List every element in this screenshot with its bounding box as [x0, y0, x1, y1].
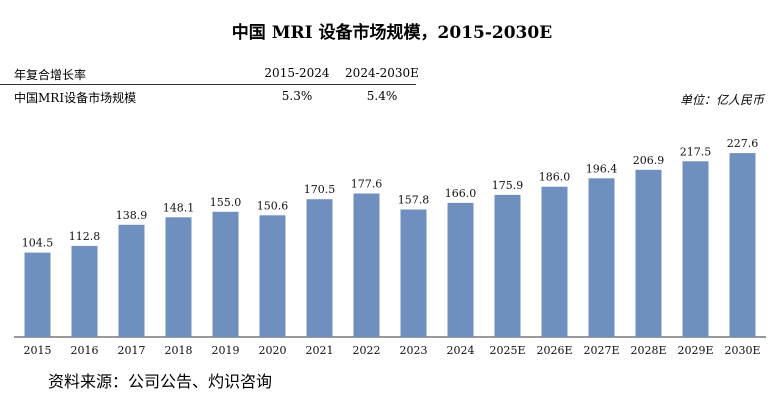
value-label-2018: 148.1 [163, 201, 195, 214]
x-tick-label-2016: 2016 [71, 344, 99, 357]
value-label-2022: 177.6 [351, 178, 383, 191]
x-tick-label-2024: 2024 [447, 344, 475, 357]
cagr-header-period-2: 2024-2030E [345, 66, 419, 80]
bar-2023 [400, 209, 427, 337]
bar-2017 [118, 224, 145, 337]
x-tick-label-2015: 2015 [24, 344, 52, 357]
chart-title: 中国 MRI 设备市场规模，2015-2030E [231, 23, 553, 43]
x-tick-label-2020: 2020 [259, 344, 287, 357]
value-label-2015: 104.5 [22, 237, 54, 250]
x-tick-label-2023: 2023 [400, 344, 428, 357]
cagr-header-period-1: 2015-2024 [264, 66, 330, 80]
cagr-row-value-1: 5.3% [281, 89, 313, 103]
cagr-header-label: 年复合增长率 [14, 68, 87, 82]
value-label-2026E: 186.0 [539, 171, 571, 184]
bar-2020 [259, 215, 286, 337]
bar-2016 [71, 245, 98, 337]
cagr-data-row: 中国MRI设备市场规模 5.3% 5.4% [0, 85, 416, 107]
bar-2025E [494, 194, 521, 337]
x-tick-label-2029E: 2029E [677, 344, 713, 357]
x-tick-label-2025E: 2025E [489, 344, 525, 357]
value-label-2020: 150.6 [257, 199, 289, 212]
value-label-2016: 112.8 [69, 230, 101, 243]
value-label-2019: 155.0 [210, 196, 242, 209]
value-label-2025E: 175.9 [492, 179, 524, 192]
cagr-row-label: 中国MRI设备市场规模 [14, 91, 137, 105]
bar-2015 [24, 252, 51, 337]
bar-2026E [541, 186, 568, 337]
x-tick-label-2026E: 2026E [536, 344, 572, 357]
cagr-table: 年复合增长率 2015-2024 2024-2030E 中国MRI设备市场规模 … [0, 62, 419, 107]
x-tick-label-2022: 2022 [353, 344, 381, 357]
x-tick-label-2021: 2021 [306, 344, 334, 357]
x-tick-label-2017: 2017 [118, 344, 146, 357]
bar-2024 [447, 202, 474, 337]
value-label-2023: 157.8 [398, 194, 430, 207]
value-label-2030E: 227.6 [727, 137, 759, 150]
bar-2021 [306, 199, 333, 337]
source-note: 资料来源：公司公告、灼识咨询 [48, 372, 273, 391]
bar-2027E [588, 178, 615, 337]
value-label-2017: 138.9 [116, 209, 148, 222]
x-tick-label-2019: 2019 [212, 344, 240, 357]
bar-2030E [729, 153, 756, 337]
bar-2018 [165, 217, 192, 337]
value-label-2029E: 217.5 [680, 145, 712, 158]
x-tick-label-2028E: 2028E [630, 344, 666, 357]
bar-2028E [635, 169, 662, 337]
value-label-2024: 166.0 [445, 187, 477, 200]
bar-2019 [212, 211, 239, 337]
cagr-header-row: 年复合增长率 2015-2024 2024-2030E [0, 62, 419, 85]
value-label-2027E: 196.4 [586, 162, 618, 175]
value-label-2028E: 206.9 [633, 154, 665, 167]
value-label-2021: 170.5 [304, 183, 336, 196]
cagr-row-value-2: 5.4% [366, 89, 398, 103]
x-tick-label-2027E: 2027E [583, 344, 619, 357]
x-tick-label-2030E: 2030E [724, 344, 760, 357]
bar-2029E [682, 161, 709, 337]
x-tick-label-2018: 2018 [165, 344, 193, 357]
unit-label: 单位：亿人民币 [679, 93, 764, 107]
bar-2022 [353, 193, 380, 337]
